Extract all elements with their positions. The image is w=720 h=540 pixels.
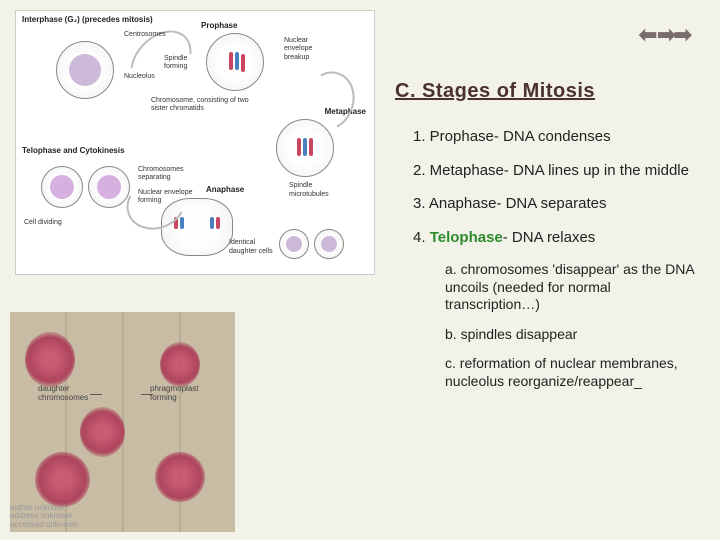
cell-prophase (206, 33, 264, 91)
cell-daughter-2 (279, 229, 309, 259)
cell-daughter-1 (314, 229, 344, 259)
label-spindle: Spindle forming (164, 55, 204, 72)
item-4-pre: 4. (413, 229, 430, 246)
stage-prophase: Prophase (201, 21, 237, 30)
cell-interphase (56, 41, 114, 99)
sub-a: a. chromosomes 'disappear' as the DNA un… (395, 261, 705, 314)
microscopy-image: daughter chromosomes phragmoplast formin… (10, 312, 235, 532)
label-nuclear-env: Nuclear envelope breakup (284, 37, 334, 62)
item-4-post: - DNA relaxes (503, 229, 596, 246)
item-4: 4. Telophase- DNA relaxes (395, 228, 705, 248)
stage-anaphase: Anaphase (206, 185, 244, 194)
arrow-left-icon[interactable]: ⬅ (639, 22, 655, 48)
diagram-title: Interphase (G₂) (precedes mitosis) (22, 15, 153, 24)
label-celldiv: Cell dividing (24, 219, 64, 227)
credit-line-3: accessed unknown (10, 521, 78, 530)
label-chromsep: Chromosomes separating (138, 166, 193, 183)
label-nucreform: Nuclear envelope forming (138, 189, 193, 206)
cell-telophase-2 (88, 166, 130, 208)
sub-b: b. spindles disappear (395, 326, 705, 344)
stage-telophase: Telophase and Cytokinesis (22, 146, 125, 155)
item-1: 1. Prophase- DNA condenses (395, 127, 705, 147)
label-spindlemt: Spindle microtubules (289, 182, 344, 199)
label-centrosomes: Centrosomes (124, 31, 166, 39)
label-daughter: Identical daughter cells (229, 239, 274, 256)
label-nucleolus: Nucleolus (124, 73, 155, 81)
cell-telophase-1 (41, 166, 83, 208)
item-4-highlight: Telophase (430, 229, 503, 246)
micro-label-right: phragmoplast forming (150, 384, 205, 402)
item-3: 3. Anaphase- DNA separates (395, 194, 705, 214)
sub-c: c. reformation of nuclear membranes, nuc… (395, 355, 705, 390)
micro-label-left: daughter chromosomes (38, 384, 93, 402)
label-chromo: Chromosome, consisting of two sister chr… (151, 97, 251, 114)
arrow-right-icon[interactable]: ➡➡ (657, 22, 690, 48)
text-content: C. Stages of Mitosis 1. Prophase- DNA co… (395, 80, 705, 402)
section-heading: C. Stages of Mitosis (395, 80, 705, 103)
image-credit: author unknown address unknown accessed … (10, 504, 78, 530)
nav-arrows: ⬅ ➡➡ (639, 22, 690, 48)
mitosis-diagram: Interphase (G₂) (precedes mitosis) Proph… (15, 10, 375, 275)
item-2: 2. Metaphase- DNA lines up in the middle (395, 161, 705, 181)
